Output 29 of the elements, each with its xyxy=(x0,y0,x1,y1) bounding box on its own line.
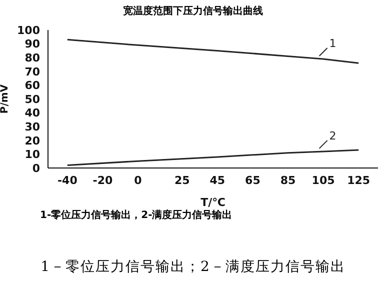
x-tick-label: 85 xyxy=(280,174,296,187)
line-series xyxy=(66,149,360,166)
y-tick-label: 90 xyxy=(24,38,40,51)
x-tick-label: 105 xyxy=(312,174,335,187)
x-tick-label: 45 xyxy=(210,174,226,187)
chart-title: 宽温度范围下压力信号输出曲线 xyxy=(122,4,264,18)
series-label: 1 xyxy=(329,36,336,50)
x-axis-title: T/℃ xyxy=(200,196,226,209)
y-tick-label: 0 xyxy=(32,162,40,175)
y-tick-label: 80 xyxy=(24,52,40,65)
x-tick-label: 125 xyxy=(347,174,370,187)
x-tick-label: 25 xyxy=(174,174,190,187)
y-tick-label: 50 xyxy=(24,92,40,106)
text: 1-零位压力信号输出，2-满度压力信号输出 xyxy=(40,208,232,222)
y-tick-label: 10 xyxy=(24,148,40,162)
y-tick-label: 40 xyxy=(24,106,40,120)
y-axis-title: P/mV xyxy=(0,84,11,114)
y-tick-label: 20 xyxy=(24,134,40,148)
text: 1－零位压力信号输出；2－满度压力信号输出 xyxy=(40,258,346,276)
series-label: 2 xyxy=(329,129,336,142)
y-tick-label: 70 xyxy=(24,65,40,78)
x-tick-label: -20 xyxy=(92,174,113,187)
x-tick-label: -40 xyxy=(57,174,78,187)
x-tick-label: 65 xyxy=(245,174,260,187)
x-tick-label: 0 xyxy=(134,174,142,187)
y-tick-label: 100 xyxy=(17,24,40,37)
y-tick-label: 60 xyxy=(24,79,40,92)
line-series xyxy=(66,38,360,64)
y-tick-label: 30 xyxy=(24,120,40,134)
